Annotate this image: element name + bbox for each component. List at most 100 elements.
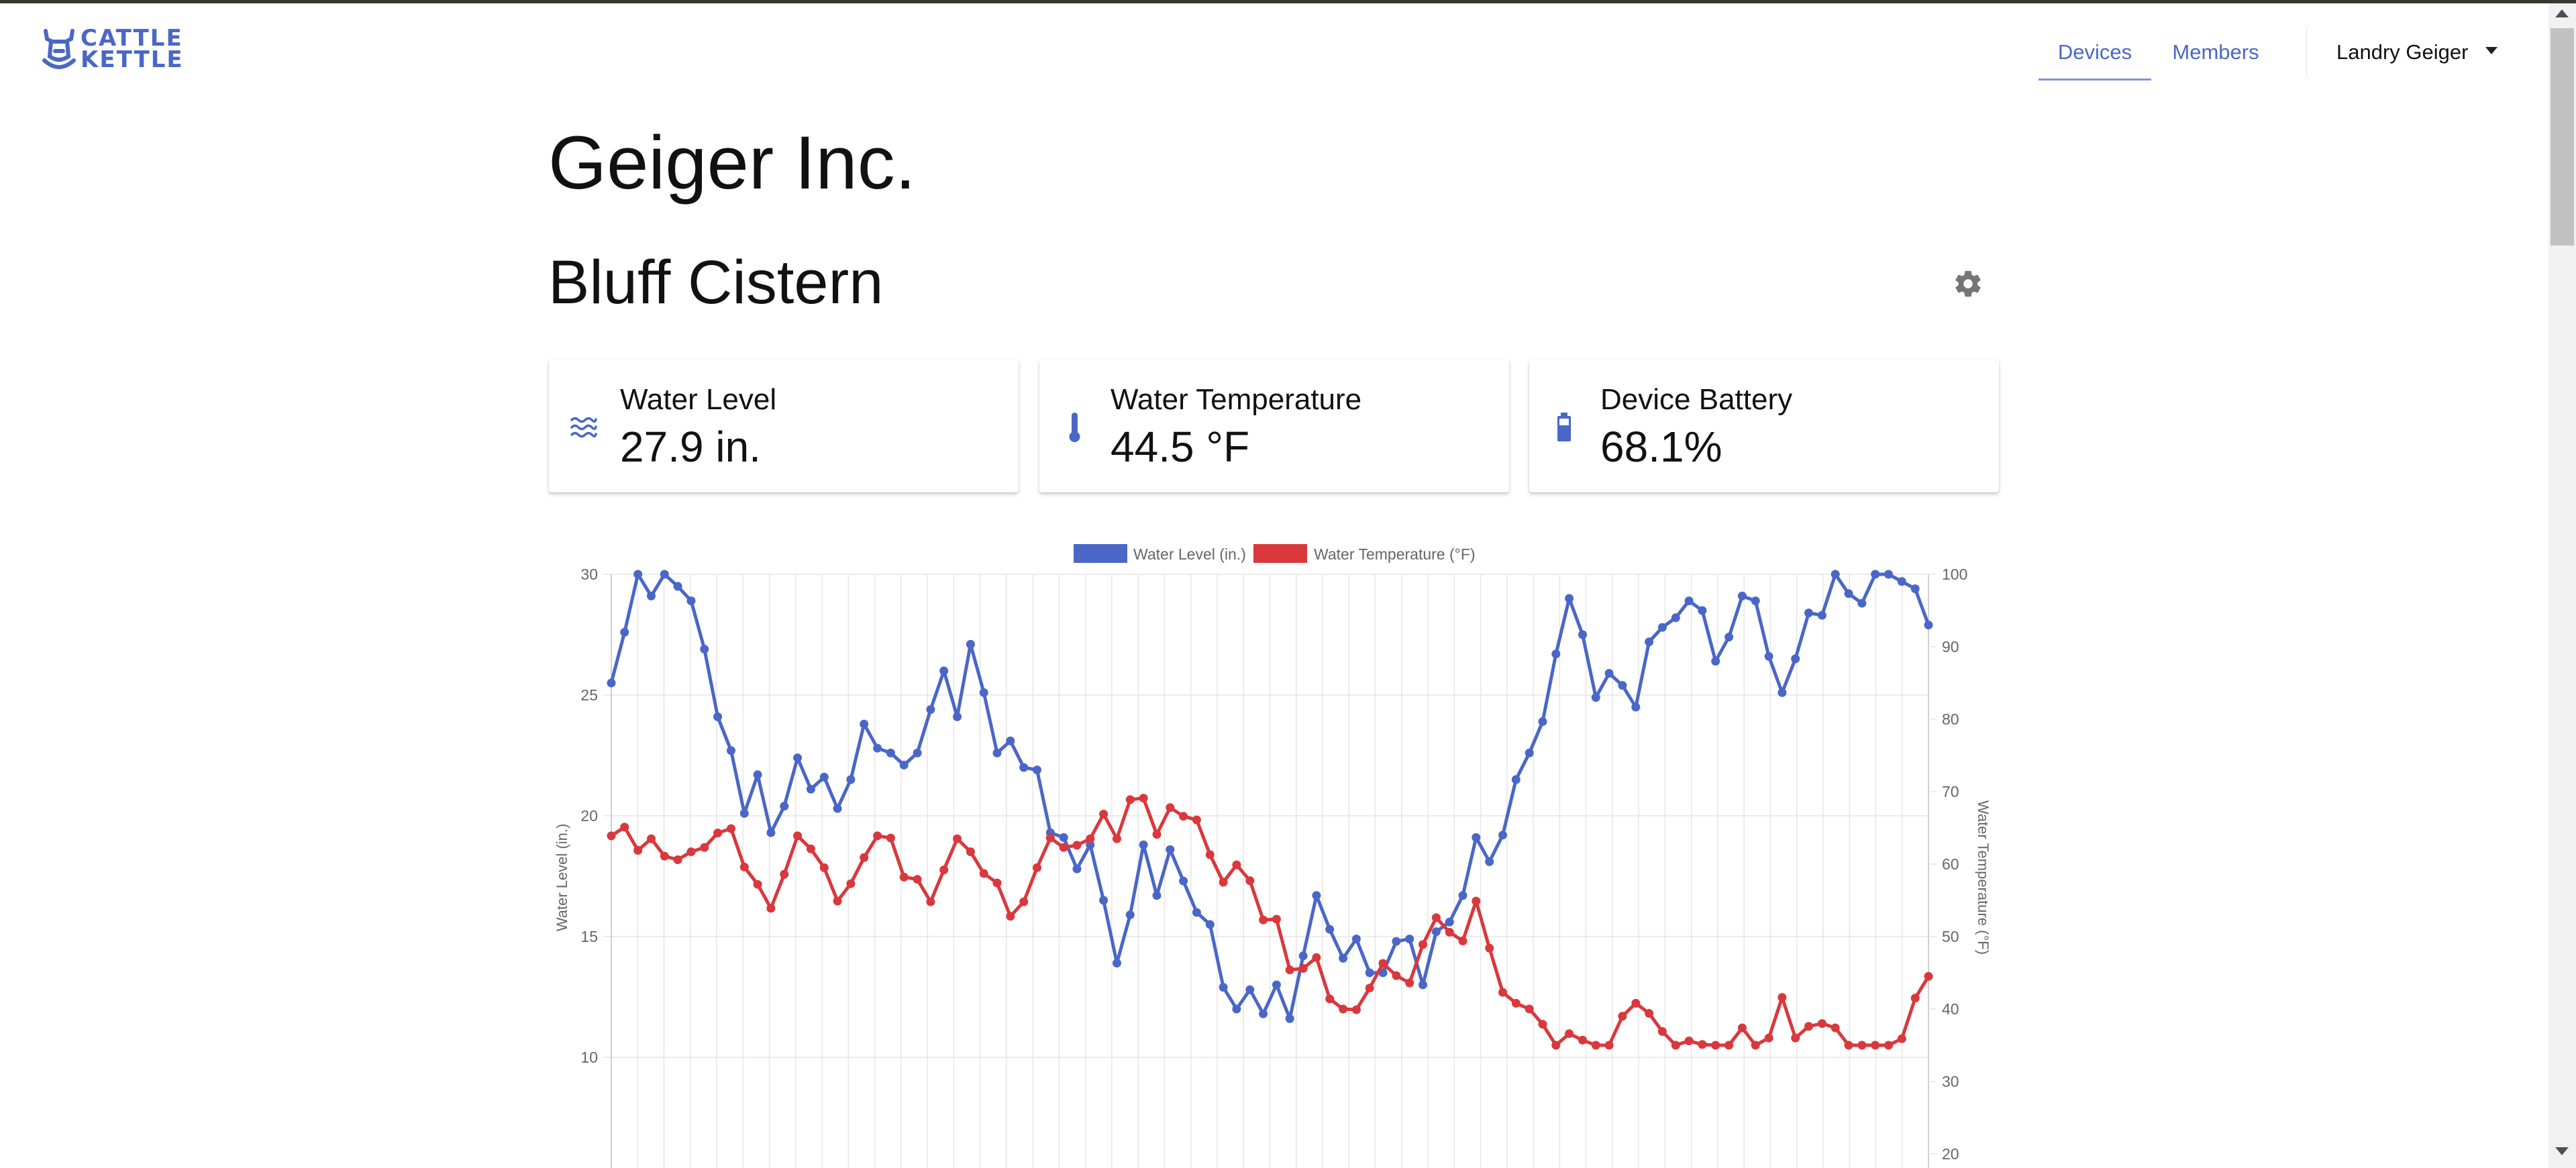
water-level-point [873,743,882,753]
water-level-point [1498,831,1507,840]
water-level-point [1445,917,1454,926]
water-temperature-point [1019,897,1029,906]
water-temperature-point [1458,937,1467,945]
water-level-point [1511,775,1521,784]
y-left-tick-label: 25 [580,686,598,704]
nav-members[interactable]: Members [2172,40,2259,64]
water-level-point [713,712,723,721]
y-right-axis-title: Water Temperature (°F) [1975,800,1992,955]
chart-series [607,570,1933,1050]
water-temperature-point [1645,1009,1654,1018]
water-level-point [1604,669,1614,678]
water-temperature-point [1737,1023,1747,1032]
app-logo[interactable]: CATTLE KETTLE [42,24,183,78]
device-title: Bluff Cistern [548,248,884,317]
water-level-point [1232,1004,1241,1014]
water-temperature-point [1298,964,1308,973]
series-line-water-temperature [610,796,1930,1047]
water-temperature-point [899,872,909,882]
water-temperature-point [886,833,895,843]
series-line-water-level [609,572,1930,1020]
water-level-point [819,772,829,782]
water-level-point [1179,876,1188,886]
water-temperature-point [780,869,789,879]
device-battery-label: Device Battery [1600,383,1793,416]
water-temperature-point [846,879,856,888]
water-level-point [1113,959,1121,968]
water-temperature-point [1565,1029,1574,1039]
water-temperature-point [1431,913,1441,922]
water-level-point [1059,833,1068,842]
water-temperature-point [1778,993,1787,1002]
water-temperature-point [1445,928,1454,937]
water-level-point [1458,891,1467,900]
chevron-down-icon[interactable] [2485,47,2497,54]
water-temperature-point [1791,1033,1800,1043]
water-level-point [1645,637,1654,647]
water-level-point [1897,577,1906,586]
water-temperature-point [620,822,629,832]
water-temperature-point [913,875,922,884]
waves-icon [570,417,597,438]
water-temperature-point [1884,1041,1893,1050]
water-temperature-point [766,904,776,913]
water-temperature-point [1831,1023,1840,1032]
water-temperature-point [1325,994,1335,1004]
water-temperature-point [1059,843,1068,852]
y-left-tick-label: 15 [580,928,598,945]
water-level-point [1033,765,1041,775]
water-level-point [1405,935,1414,944]
water-temperature-point [1871,1041,1880,1050]
water-temperature-point [700,843,709,852]
y-right-tick-label: 40 [1942,1000,1959,1018]
water-level-point [1737,591,1747,600]
water-level-point [1871,570,1880,579]
gear-icon[interactable] [1953,268,1983,299]
water-temperature-point [1099,810,1109,818]
water-temperature-point [1072,841,1082,850]
water-level-point [739,808,749,818]
chart-legend: Water Level (in.) Water Temperature (°F) [1074,544,1476,563]
water-level-point [1205,920,1215,929]
water-level-point [1019,763,1029,772]
scroll-up-icon[interactable] [2555,9,2569,17]
water-level-card: Water Level 27.9 in. [549,360,1019,492]
water-level-point [673,582,682,591]
water-temperature-point [1498,988,1507,997]
water-temperature-point [979,869,988,878]
water-temperature-point [1817,1019,1826,1028]
water-level-point [979,688,988,697]
water-level-point [1192,908,1201,917]
water-temperature-point [1804,1022,1813,1031]
water-temperature-point [1033,863,1041,872]
water-level-point [926,705,935,714]
water-level-point [1804,608,1813,618]
nav-devices[interactable]: Devices [2039,27,2151,81]
water-level-point [1485,857,1494,866]
company-title: Geiger Inc. [548,121,916,205]
water-level-point [620,627,629,637]
y-left-axis-title: Water Level (in.) [554,824,570,932]
y-left-tick-label: 10 [580,1049,598,1066]
scroll-down-icon[interactable] [2555,1147,2569,1155]
water-level-point [860,719,869,729]
water-level-point [647,591,656,600]
water-temperature-point [1166,803,1175,812]
water-temperature-point [1045,833,1055,843]
water-level-point [793,753,803,763]
scrollbar-thumb[interactable] [2551,28,2574,246]
y-right-tick-label: 30 [1942,1073,1959,1090]
water-level-point [727,746,735,755]
water-level-point [1325,924,1335,934]
water-level-point [1259,1009,1268,1018]
water-temperature-point [1378,959,1388,968]
chart-grid [603,574,1929,1168]
water-temperature-point [1192,815,1201,825]
user-menu[interactable]: Landry Geiger [2336,40,2469,64]
water-temperature-point [1631,998,1641,1008]
water-level-point [686,596,696,606]
water-level-point [1657,623,1667,632]
water-temperature-point [1551,1041,1561,1050]
water-temperature-point [1897,1034,1906,1043]
y-right-tick-label: 90 [1942,638,1959,655]
